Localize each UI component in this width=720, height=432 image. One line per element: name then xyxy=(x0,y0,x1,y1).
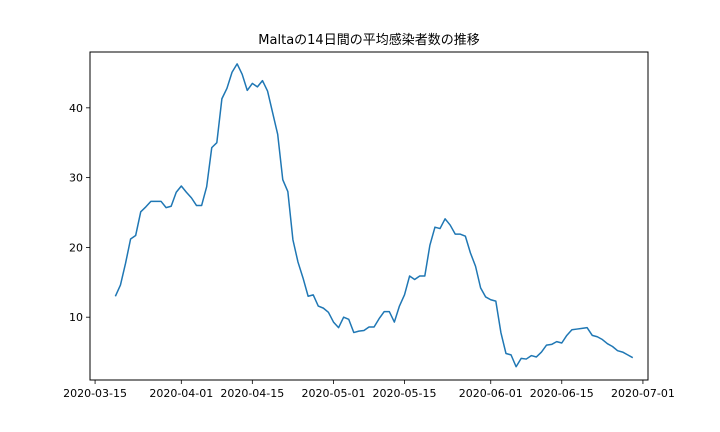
y-tick-label: 40 xyxy=(69,102,83,115)
series-line xyxy=(114,63,634,368)
x-tick-label: 2020-07-01 xyxy=(611,387,675,400)
x-tick-label: 2020-05-15 xyxy=(373,387,437,400)
x-tick-label: 2020-04-01 xyxy=(149,387,213,400)
y-tick-label: 20 xyxy=(69,241,83,254)
y-tick-label: 30 xyxy=(69,172,83,185)
x-tick-label: 2020-06-15 xyxy=(530,387,594,400)
plot-frame xyxy=(89,51,649,381)
chart-title: Maltaの14日間の平均感染者数の推移 xyxy=(258,32,479,48)
series-layer xyxy=(114,63,634,368)
y-tick-label: 10 xyxy=(69,311,83,324)
x-tick-label: 2020-03-15 xyxy=(63,387,127,400)
x-tick-label: 2020-05-01 xyxy=(302,387,366,400)
x-tick-label: 2020-04-15 xyxy=(220,387,284,400)
x-axis: 2020-03-15 2020-04-01 2020-04-15 2020-05-01… xyxy=(63,380,675,400)
x-tick-label: 2020-06-01 xyxy=(459,387,523,400)
y-axis: 10 20 30 40 xyxy=(69,102,90,324)
